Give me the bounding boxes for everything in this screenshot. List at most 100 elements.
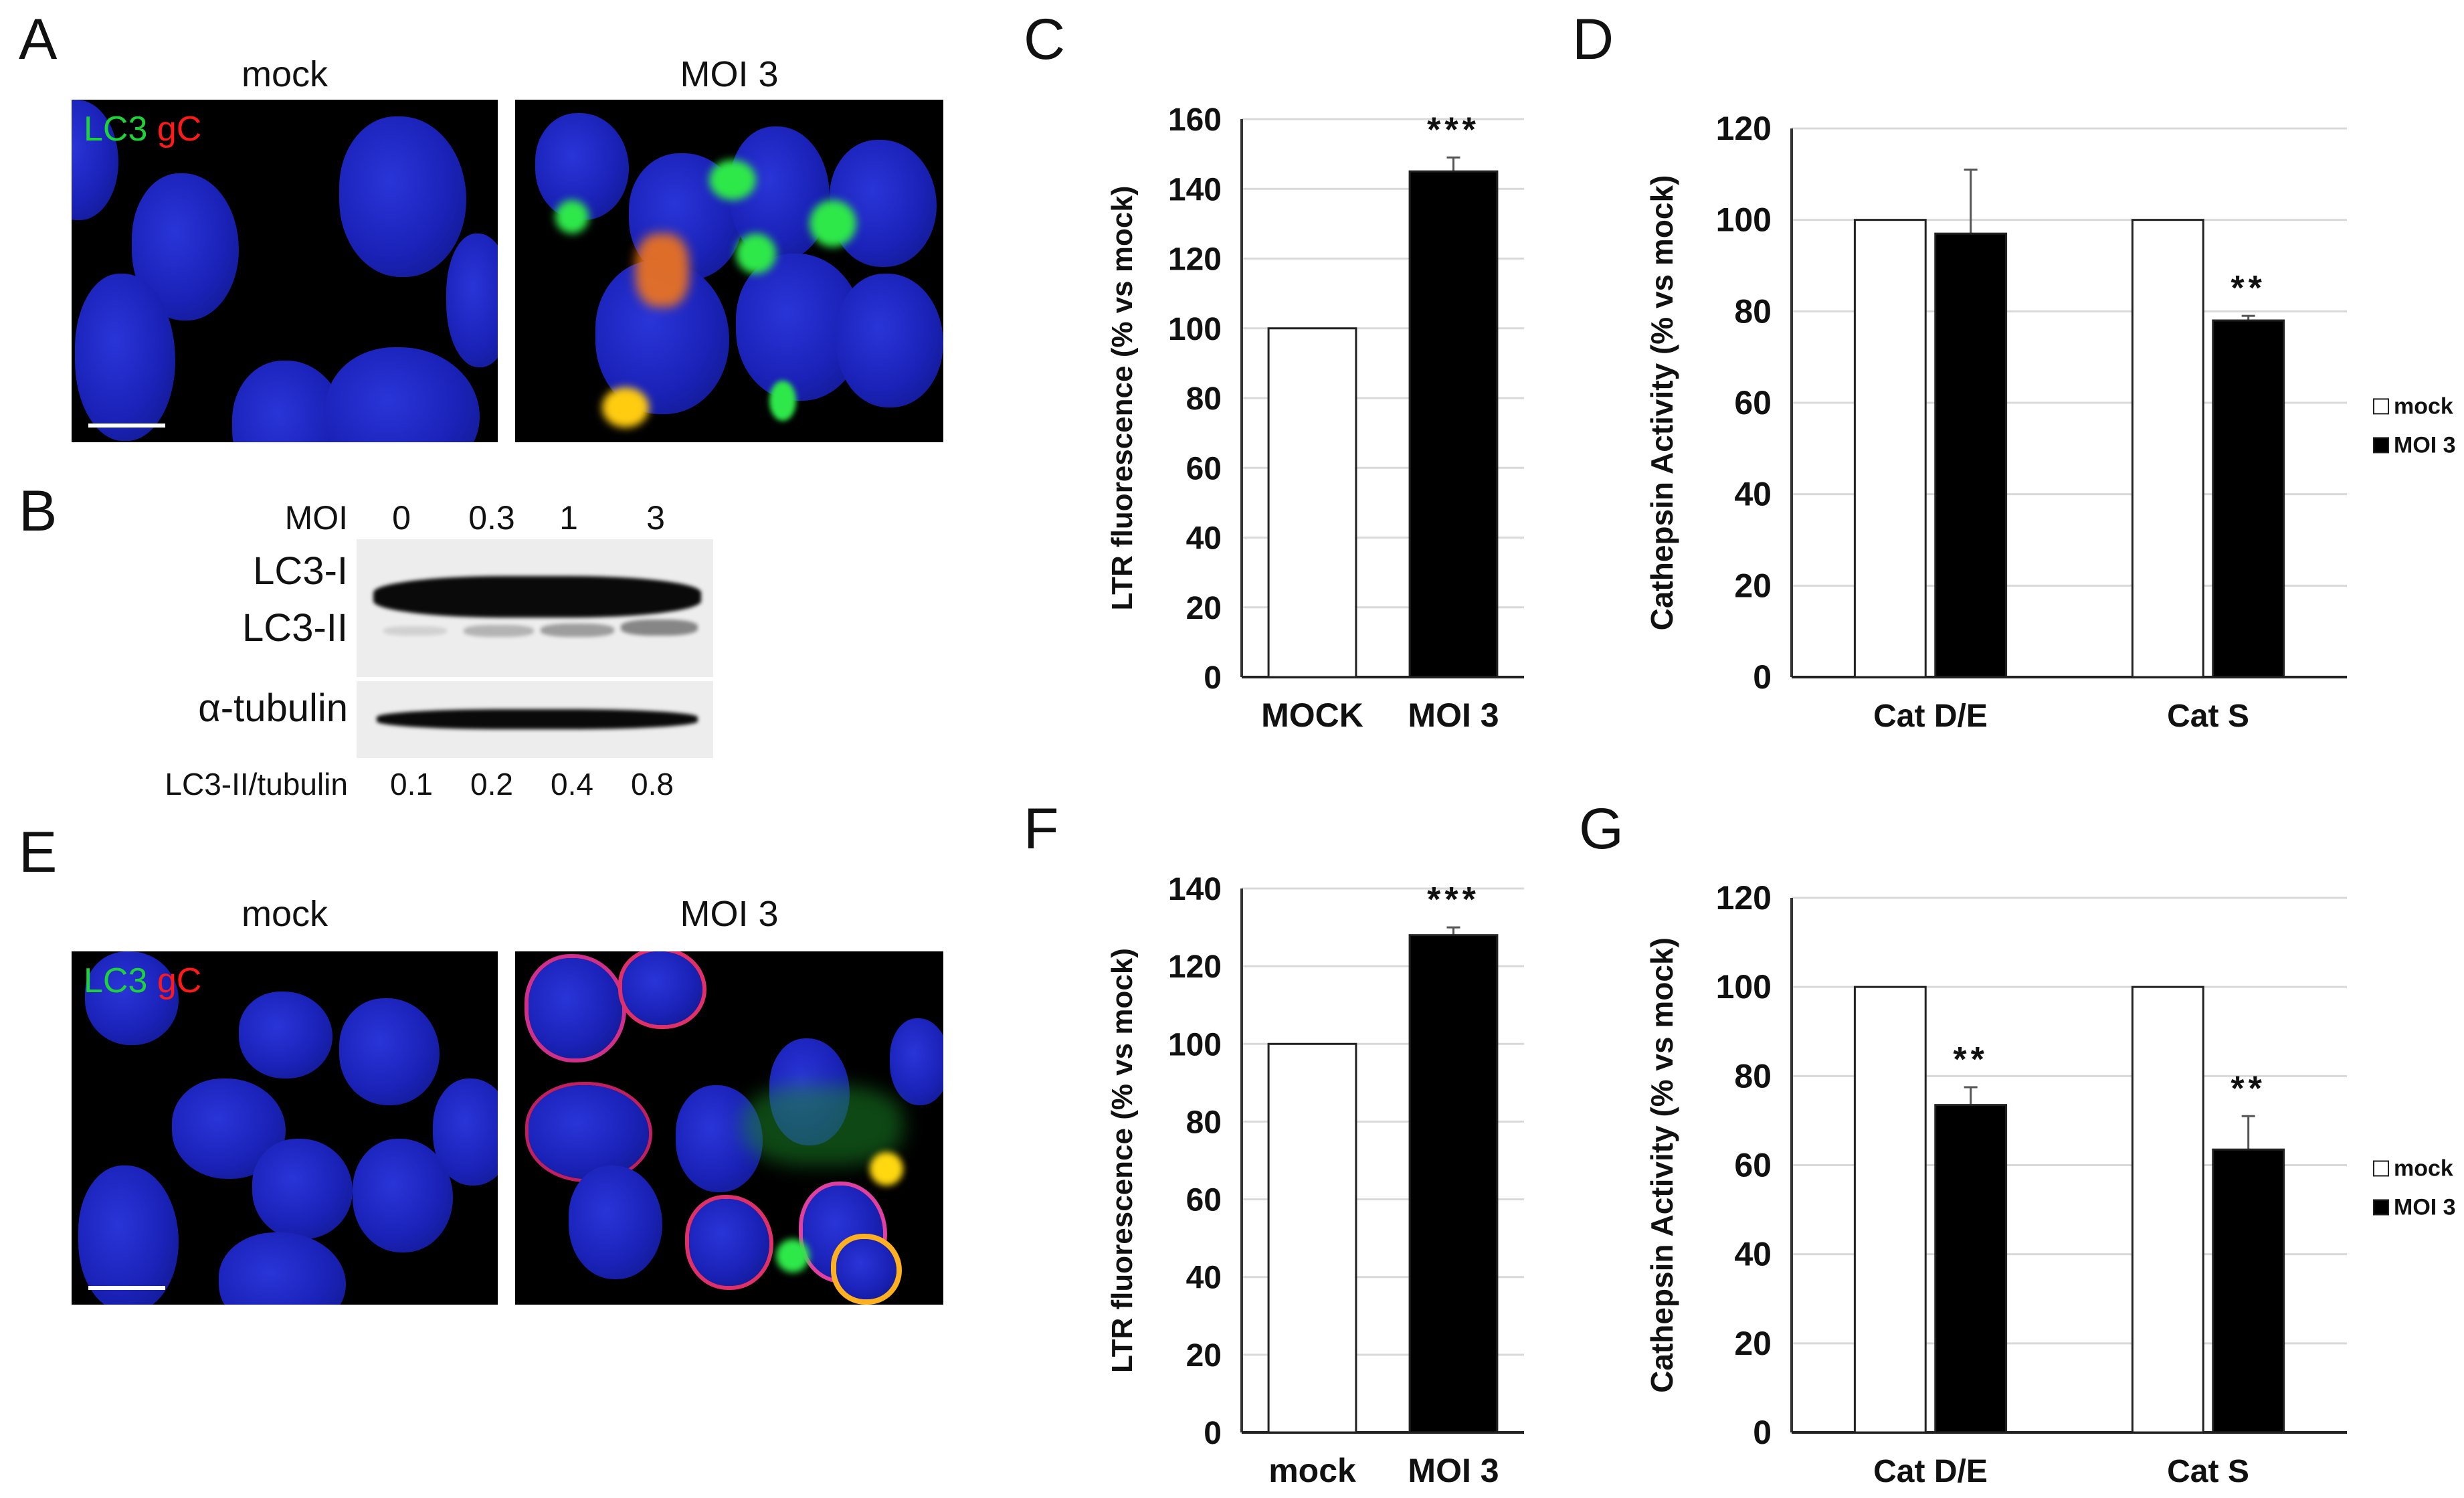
y-tick-label: 80 <box>1734 292 1772 330</box>
lane-label: 0.3 <box>468 499 515 537</box>
y-tick-label: 40 <box>1734 1236 1772 1273</box>
y-tick-label: 120 <box>1168 949 1222 985</box>
y-tick-label: 60 <box>1186 451 1222 486</box>
x-category-label: MOI 3 <box>1408 1452 1499 1489</box>
western-blot-tubulin <box>357 681 713 758</box>
x-category-label: Cat S <box>2167 1454 2249 1489</box>
panel-letter-f: F <box>1024 797 1059 861</box>
band-label-lc3-ii: LC3-II <box>242 606 348 650</box>
significance-marker: ** <box>2231 269 2265 308</box>
lane-label: 1 <box>559 499 578 537</box>
significance-marker: ** <box>1953 1040 1988 1079</box>
y-tick-label: 160 <box>1168 102 1222 138</box>
bar <box>2212 1148 2285 1434</box>
panel-letter-b: B <box>19 479 58 543</box>
moi-label: MOI <box>284 499 348 537</box>
legend-entry: MOI 3 <box>2394 432 2456 458</box>
chart-f: 0 20 40 60 80 100 120 140 LTR fluorescence (% vs… <box>1091 856 1559 1498</box>
y-tick-label: 100 <box>1716 968 1772 1006</box>
panel-e-moi-image <box>515 951 943 1305</box>
legend-entry: MOI 3 <box>2394 1194 2456 1220</box>
y-axis-label: LTR fluorescence (% vs mock) <box>1106 948 1139 1373</box>
y-tick-label: 80 <box>1734 1057 1772 1095</box>
significance-marker: *** <box>1427 880 1480 919</box>
lane-label: 0 <box>392 499 411 537</box>
x-category-label: MOI 3 <box>1408 696 1499 734</box>
scale-bar <box>88 424 165 428</box>
y-tick-label: 60 <box>1734 1147 1772 1184</box>
band-label-tubulin: α-tubulin <box>198 686 348 730</box>
y-tick-label: 100 <box>1168 1027 1222 1062</box>
x-category-label: Cat S <box>2167 698 2249 734</box>
bar <box>1853 986 1927 1434</box>
bar <box>1267 327 1357 678</box>
significance-marker: *** <box>1427 110 1480 149</box>
ratio-value: 0.8 <box>631 767 674 802</box>
legend-entry: mock <box>2394 1155 2453 1181</box>
y-tick-label: 120 <box>1716 110 1772 147</box>
chart-c: 0 20 40 60 80 100 120 140 160 LTR fluorescence (%… <box>1091 87 1559 743</box>
y-tick-label: 0 <box>1204 660 1222 696</box>
y-tick-label: 120 <box>1716 879 1772 917</box>
western-blot-lc3 <box>357 539 713 677</box>
y-axis-label: LTR fluorescence (% vs mock) <box>1106 186 1139 611</box>
panel-a-moi-title: MOI 3 <box>680 54 779 94</box>
stain-legend: LC3 gC <box>84 110 202 149</box>
bar <box>2131 219 2204 678</box>
y-tick-label: 20 <box>1734 1325 1772 1362</box>
panel-a-moi-image <box>515 100 943 442</box>
ratio-value: 0.1 <box>390 767 433 802</box>
y-tick-label: 0 <box>1204 1416 1222 1451</box>
y-axis-label: Cathepsin Activity (% vs mock) <box>1644 175 1679 631</box>
bar <box>1934 1104 2008 1434</box>
y-tick-label: 60 <box>1734 384 1772 422</box>
chart-d: 0 20 40 60 80 100 120 Cathepsin Activity (% vs … <box>1632 87 2464 743</box>
bar <box>2131 986 2204 1434</box>
y-axis-label: Cathepsin Activity (% vs mock) <box>1644 937 1679 1393</box>
y-tick-label: 140 <box>1168 872 1222 907</box>
y-tick-label: 20 <box>1186 1338 1222 1374</box>
panel-a-mock-title: mock <box>241 54 328 94</box>
y-tick-label: 40 <box>1734 476 1772 513</box>
panel-letter-g: G <box>1579 797 1624 861</box>
y-tick-label: 80 <box>1186 381 1222 417</box>
x-category-label: Cat D/E <box>1873 698 1988 734</box>
bar <box>1267 1042 1357 1434</box>
panel-e-mock-image: LC3 gC <box>72 951 498 1305</box>
ratio-label: LC3-II/tubulin <box>165 767 348 802</box>
y-tick-label: 20 <box>1186 591 1222 626</box>
y-tick-label: 80 <box>1186 1105 1222 1140</box>
panel-e-moi-title: MOI 3 <box>680 894 779 934</box>
y-tick-label: 140 <box>1168 172 1222 207</box>
y-tick-label: 40 <box>1186 1260 1222 1296</box>
significance-marker: ** <box>2231 1069 2265 1108</box>
y-tick-label: 100 <box>1716 201 1772 239</box>
bar <box>2212 319 2285 678</box>
y-tick-label: 0 <box>1753 1414 1772 1451</box>
y-tick-label: 60 <box>1186 1183 1222 1218</box>
bar <box>1408 170 1499 678</box>
ratio-value: 0.2 <box>470 767 513 802</box>
stain-legend: LC3 gC <box>84 961 202 1000</box>
panel-letter-c: C <box>1024 7 1066 72</box>
y-tick-label: 40 <box>1186 521 1222 557</box>
bar <box>1934 232 2008 678</box>
scale-bar <box>88 1286 165 1290</box>
bar <box>1408 934 1499 1434</box>
band-label-lc3-i: LC3-I <box>253 549 348 593</box>
x-category-label: mock <box>1268 1452 1356 1489</box>
x-category-label: MOCK <box>1261 696 1363 734</box>
panel-e-mock-title: mock <box>241 894 328 934</box>
panel-a-mock-image: LC3 gC <box>72 100 498 442</box>
panel-letter-a: A <box>19 7 58 72</box>
chart-g: 0 20 40 60 80 100 120 Cathepsin Activity (% vs … <box>1632 856 2464 1498</box>
legend-entry: mock <box>2394 393 2453 419</box>
y-tick-label: 100 <box>1168 312 1222 347</box>
ratio-value: 0.4 <box>551 767 593 802</box>
bar <box>1853 219 1927 678</box>
y-tick-label: 0 <box>1753 658 1772 696</box>
x-category-label: Cat D/E <box>1873 1454 1988 1489</box>
y-tick-label: 20 <box>1734 567 1772 604</box>
panel-letter-d: D <box>1572 7 1614 72</box>
